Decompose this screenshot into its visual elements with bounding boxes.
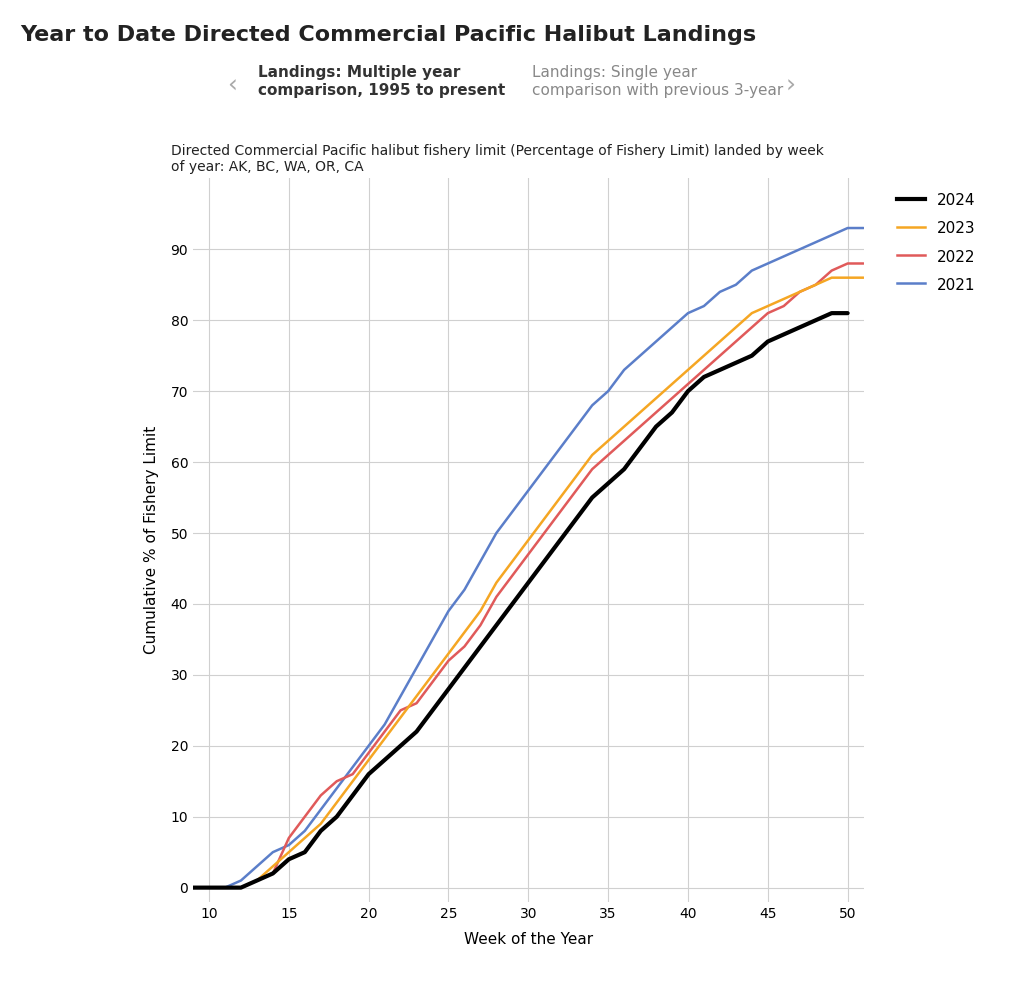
Text: ‹: ‹ — [227, 73, 237, 97]
Text: ›: › — [785, 73, 796, 97]
Text: Directed Commercial Pacific halibut fishery limit (Percentage of Fishery Limit) : Directed Commercial Pacific halibut fish… — [171, 144, 824, 173]
Text: Year to Date Directed Commercial Pacific Halibut Landings: Year to Date Directed Commercial Pacific… — [20, 25, 757, 45]
Text: Landings: Single year
comparison with previous 3-year: Landings: Single year comparison with pr… — [532, 65, 783, 98]
Y-axis label: Cumulative % of Fishery Limit: Cumulative % of Fishery Limit — [144, 426, 160, 654]
Text: Landings: Multiple year
comparison, 1995 to present: Landings: Multiple year comparison, 1995… — [258, 65, 505, 98]
Legend: 2024, 2023, 2022, 2021: 2024, 2023, 2022, 2021 — [891, 186, 981, 299]
X-axis label: Week of the Year: Week of the Year — [463, 932, 593, 946]
